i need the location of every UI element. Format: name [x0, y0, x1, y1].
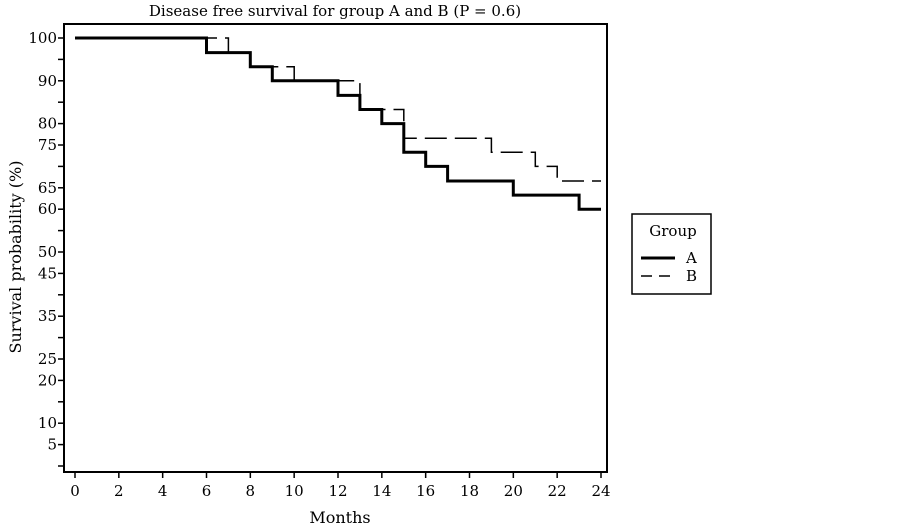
x-tick-label: 16	[416, 482, 435, 500]
y-tick-label: 100	[28, 29, 57, 47]
x-tick-label: 14	[372, 482, 391, 500]
x-tick-label: 0	[70, 482, 80, 500]
legend-box	[631, 213, 712, 295]
x-tick-label: 4	[158, 482, 168, 500]
x-tick-label: 2	[114, 482, 124, 500]
legend-title: Group	[649, 222, 696, 240]
x-tick-label: 6	[202, 482, 212, 500]
x-tick-label: 18	[460, 482, 479, 500]
series-layer	[75, 36, 601, 211]
legend-label-b: B	[686, 267, 697, 285]
y-tick-label: 45	[38, 264, 57, 282]
y-tick-label: 5	[47, 436, 57, 454]
y-axis: 5 10 20 25 35 45 50 60 65 75 80 90 100	[28, 29, 64, 467]
x-tick-label: 12	[328, 482, 347, 500]
x-tick-label: 22	[548, 482, 567, 500]
series-line-a	[75, 36, 601, 211]
y-tick-label: 25	[38, 350, 57, 368]
y-tick-label: 50	[38, 243, 57, 261]
legend: Group A B	[631, 213, 712, 295]
y-tick-label: 75	[38, 136, 57, 154]
x-tick-label: 24	[591, 482, 610, 500]
chart-title: Disease free survival for group A and B …	[149, 2, 521, 20]
y-tick-label: 60	[38, 200, 57, 218]
y-tick-label: 90	[38, 72, 57, 90]
y-tick-label: 20	[38, 371, 57, 389]
x-tick-label: 10	[285, 482, 304, 500]
x-axis: 0 2 4 6 8 10 12 14 16 18 20 22 24	[70, 472, 611, 500]
y-tick-label: 80	[38, 115, 57, 133]
x-tick-label: 20	[504, 482, 523, 500]
y-tick-label: 35	[38, 307, 57, 325]
series-line-b	[75, 37, 601, 182]
y-tick-label: 65	[38, 179, 57, 197]
y-axis-label: Survival probability (%)	[6, 161, 25, 354]
x-axis-label: Months	[309, 508, 370, 527]
y-tick-label: 10	[38, 414, 57, 432]
x-tick-label: 8	[246, 482, 256, 500]
plot-frame	[63, 23, 608, 473]
legend-label-a: A	[685, 249, 697, 267]
